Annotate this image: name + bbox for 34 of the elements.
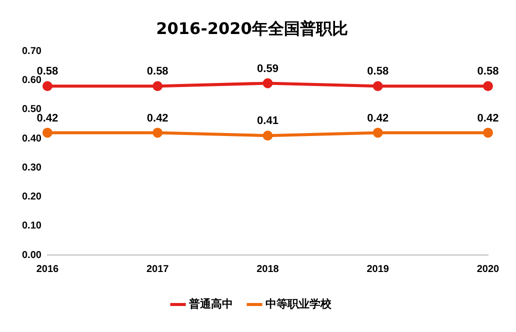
- point: [372, 81, 383, 92]
- y-tick-label: 0.10: [22, 220, 42, 232]
- y-tick-label: 0.00: [22, 250, 42, 261]
- point: [262, 130, 273, 141]
- x-tick-label: 2016: [36, 264, 60, 275]
- x-tick-label: 2018: [256, 264, 280, 275]
- x-tick-label: 2017: [146, 264, 170, 275]
- x-tick-label: 2019: [366, 264, 390, 275]
- data-label: 0.41: [257, 115, 278, 128]
- point: [152, 81, 163, 92]
- y-tick-label: 0.40: [22, 133, 42, 144]
- data-label: 0.42: [146, 112, 168, 124]
- chart-title: 2016-2020年全国普职比: [156, 18, 348, 38]
- data-label: 0.42: [477, 112, 499, 124]
- point: [262, 78, 273, 88]
- data-label: 0.58: [477, 66, 499, 78]
- data-label: 0.42: [367, 112, 389, 124]
- y-tick-label: 0.20: [22, 192, 42, 203]
- legend-label: 中等职业学校: [266, 297, 332, 310]
- y-tick-label: 0.70: [22, 46, 42, 57]
- data-label: 0.58: [146, 66, 168, 78]
- data-label: 0.59: [257, 62, 278, 75]
- y-tick-label: 0.30: [22, 162, 42, 174]
- x-tick-label: 2020: [476, 264, 500, 275]
- point: [483, 81, 493, 92]
- point: [42, 81, 52, 92]
- point: [152, 128, 163, 138]
- data-label: 0.58: [367, 66, 389, 78]
- data-label: 0.42: [36, 112, 58, 124]
- legend-label: 普通高中: [188, 297, 233, 310]
- point: [42, 128, 52, 138]
- y-tick-label: 0.60: [22, 75, 42, 86]
- point: [372, 128, 383, 138]
- point: [483, 128, 493, 138]
